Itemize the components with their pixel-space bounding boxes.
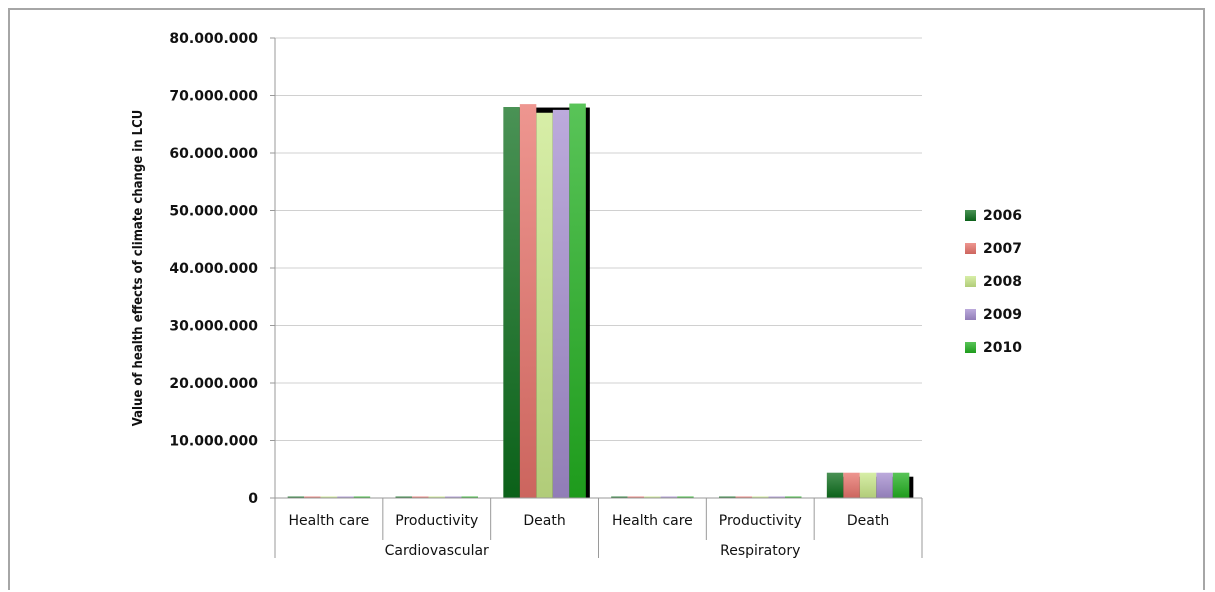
bar-2009-3	[660, 496, 678, 498]
x-category-label: Death	[847, 513, 889, 529]
legend-label-2010: 2010	[983, 340, 1022, 356]
y-tick-label: 40.000.000	[169, 261, 258, 277]
legend-label-2007: 2007	[983, 241, 1022, 257]
bar-2006-3	[611, 496, 628, 498]
bar-2010-1	[461, 496, 478, 498]
bar-2010-2	[569, 103, 586, 499]
legend-label-2009: 2009	[983, 307, 1022, 323]
x-category-label: Health care	[612, 513, 693, 529]
bar-2010-0	[353, 496, 371, 498]
bar-2008-3	[644, 496, 661, 498]
bar-2007-5	[843, 472, 860, 498]
bar-2009-2	[552, 109, 570, 498]
x-category-label: Death	[523, 513, 565, 529]
x-axis-labels: Health care Productivity Death Health care P…	[274, 498, 923, 559]
bar-2006-4	[719, 496, 736, 498]
bar-2007-4	[735, 496, 752, 498]
bar-2008-5	[859, 472, 877, 498]
bar-chart: 0 10.000.000 20.000.000 30.000.000 40.000.00…	[131, 31, 1022, 559]
y-tick-label: 10.000.000	[169, 434, 258, 450]
bar-2007-0	[304, 496, 321, 498]
bar-2007-2	[519, 104, 537, 498]
bar-2010-3	[677, 496, 694, 498]
bar-2006-2	[503, 107, 520, 498]
bar-2008-1	[428, 496, 445, 498]
bar-2006-1	[395, 496, 412, 498]
legend-swatch-2010	[965, 342, 976, 353]
bar-2006-0	[287, 496, 305, 498]
gridlines	[275, 37, 922, 441]
y-tick-label: 60.000.000	[169, 146, 258, 162]
bar-2009-0	[337, 496, 354, 498]
chart-frame: 0 10.000.000 20.000.000 30.000.000 40.000.00…	[8, 8, 1205, 590]
bar-2008-0	[320, 496, 338, 498]
bar-2006-5	[826, 472, 844, 498]
bar-2007-1	[412, 496, 429, 498]
x-group-label: Respiratory	[720, 543, 800, 559]
y-axis-label: Value of health effects of climate chang…	[131, 110, 146, 426]
bar-2009-4	[768, 496, 785, 498]
bars	[287, 103, 914, 499]
legend-swatch-2006	[965, 210, 976, 221]
x-category-label: Productivity	[395, 513, 478, 529]
legend-label-2008: 2008	[983, 274, 1022, 290]
legend-swatch-2008	[965, 276, 976, 287]
y-tick-label: 20.000.000	[169, 376, 258, 392]
legend-swatch-2009	[965, 309, 976, 320]
x-category-label: Health care	[289, 513, 370, 529]
bar-2010-4	[785, 496, 802, 498]
bar-2007-3	[627, 496, 645, 498]
y-tick-label: 80.000.000	[169, 31, 258, 47]
x-group-label: Cardiovascular	[385, 543, 489, 559]
y-tick-label: 70.000.000	[169, 89, 258, 105]
y-axis-ticks: 0 10.000.000 20.000.000 30.000.000 40.000.00…	[169, 31, 275, 507]
y-tick-label: 0	[248, 491, 258, 507]
bar-2009-1	[445, 496, 462, 498]
legend-swatch-2007	[965, 243, 976, 254]
y-tick-label: 30.000.000	[169, 319, 258, 335]
x-category-label: Productivity	[719, 513, 802, 529]
bar-2010-5	[892, 472, 910, 498]
bar-2009-5	[876, 472, 893, 498]
legend-label-2006: 2006	[983, 208, 1022, 224]
legend: 2006 2007 2008 2009 2010	[965, 208, 1022, 356]
bar-2008-4	[752, 496, 769, 498]
bar-2008-2	[536, 112, 553, 498]
y-tick-label: 50.000.000	[169, 204, 258, 220]
